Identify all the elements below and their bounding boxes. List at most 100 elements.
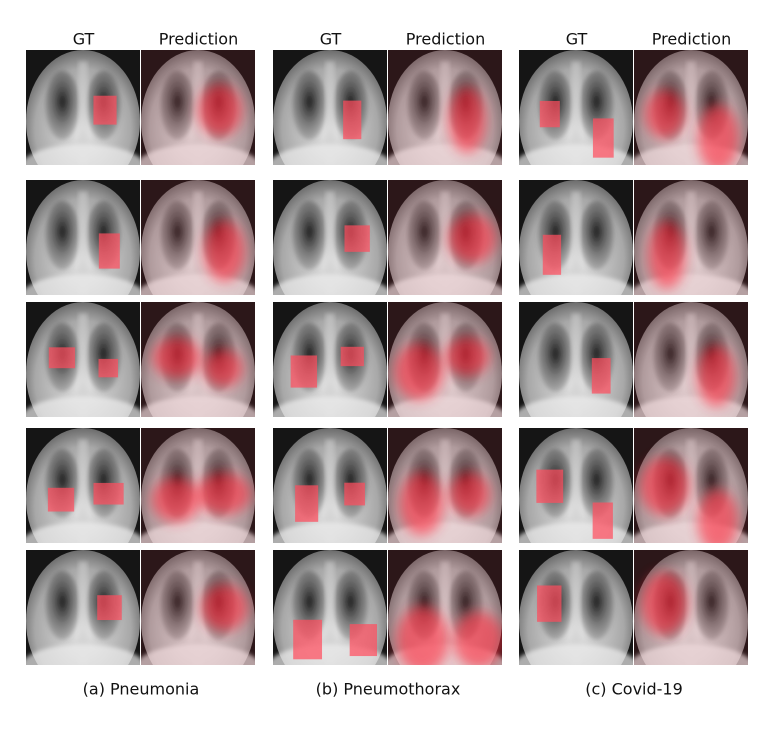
diaphragm bbox=[273, 274, 387, 295]
prediction-heat bbox=[197, 83, 243, 137]
prediction-heat bbox=[203, 220, 246, 282]
lung bbox=[45, 200, 80, 270]
gt-region bbox=[98, 358, 119, 378]
prediction-heat bbox=[151, 477, 201, 523]
prediction-heat bbox=[394, 343, 444, 401]
xray-image bbox=[519, 428, 633, 543]
gt-region bbox=[293, 619, 323, 660]
prediction-heat bbox=[152, 337, 202, 379]
spine bbox=[571, 191, 581, 295]
xray-image bbox=[519, 50, 633, 165]
xray-image bbox=[519, 550, 633, 665]
prediction-heat bbox=[648, 220, 686, 289]
diaphragm bbox=[388, 396, 502, 417]
diaphragm bbox=[26, 522, 140, 543]
diaphragm bbox=[26, 274, 140, 295]
prediction-heat bbox=[399, 471, 444, 536]
spine bbox=[78, 561, 88, 665]
diaphragm bbox=[26, 644, 140, 665]
gt-region bbox=[591, 358, 611, 394]
prediction-heat bbox=[201, 584, 248, 632]
spine bbox=[325, 61, 335, 165]
lung bbox=[694, 570, 729, 640]
lung bbox=[579, 200, 614, 270]
column-header: GT bbox=[73, 30, 95, 49]
diaphragm bbox=[519, 644, 633, 665]
spine bbox=[686, 191, 696, 295]
lung bbox=[333, 570, 368, 640]
gt-region bbox=[592, 502, 613, 539]
lung bbox=[45, 570, 80, 640]
diaphragm bbox=[141, 522, 255, 543]
gt-region bbox=[349, 624, 378, 657]
spine bbox=[325, 439, 335, 543]
xray-image bbox=[273, 50, 387, 165]
xray-image bbox=[26, 50, 140, 165]
lung bbox=[45, 70, 80, 140]
lung bbox=[160, 70, 195, 140]
spine bbox=[440, 439, 450, 543]
lung bbox=[538, 322, 573, 392]
spine bbox=[686, 61, 696, 165]
xray-image bbox=[388, 550, 502, 665]
panel-caption: (b) Pneumothorax bbox=[316, 680, 461, 699]
xray-image bbox=[388, 428, 502, 543]
xray-image bbox=[634, 50, 748, 165]
xray-image bbox=[388, 50, 502, 165]
diaphragm bbox=[141, 144, 255, 165]
diaphragm bbox=[634, 644, 748, 665]
column-header: GT bbox=[320, 30, 342, 49]
gt-region bbox=[592, 118, 614, 158]
prediction-heat bbox=[396, 605, 449, 665]
prediction-heat bbox=[644, 89, 685, 139]
xray-image bbox=[26, 302, 140, 417]
xray-image bbox=[519, 302, 633, 417]
gt-region bbox=[47, 487, 75, 512]
xray-image bbox=[26, 550, 140, 665]
xray-image bbox=[519, 180, 633, 295]
prediction-heat bbox=[640, 456, 690, 516]
lung bbox=[407, 70, 442, 140]
column-header: Prediction bbox=[406, 30, 485, 49]
spine bbox=[686, 439, 696, 543]
xray-image bbox=[141, 550, 255, 665]
xray-image bbox=[273, 550, 387, 665]
prediction-heat bbox=[448, 214, 496, 264]
diaphragm bbox=[141, 396, 255, 417]
prediction-heat bbox=[203, 349, 243, 387]
prediction-heat bbox=[697, 489, 738, 543]
prediction-heat bbox=[697, 344, 736, 407]
lung bbox=[160, 570, 195, 640]
gt-region bbox=[344, 225, 370, 252]
column-header: GT bbox=[566, 30, 588, 49]
gt-region bbox=[344, 482, 365, 506]
lung bbox=[579, 570, 614, 640]
prediction-heat bbox=[445, 336, 490, 376]
lung bbox=[160, 200, 195, 270]
spine bbox=[193, 561, 203, 665]
lung bbox=[292, 200, 327, 270]
gt-region bbox=[537, 585, 562, 622]
prediction-heat bbox=[196, 472, 251, 515]
xray-image bbox=[273, 302, 387, 417]
gt-region bbox=[542, 234, 562, 275]
diaphragm bbox=[273, 144, 387, 165]
xray-image bbox=[141, 302, 255, 417]
xray-image bbox=[634, 180, 748, 295]
spine bbox=[686, 561, 696, 665]
xray-image bbox=[273, 428, 387, 543]
spine bbox=[193, 191, 203, 295]
diaphragm bbox=[388, 274, 502, 295]
xray-image bbox=[634, 428, 748, 543]
spine bbox=[78, 61, 88, 165]
gt-region bbox=[295, 485, 319, 522]
spine bbox=[571, 313, 581, 417]
diaphragm bbox=[26, 144, 140, 165]
gt-region bbox=[539, 100, 560, 128]
xray-image bbox=[141, 50, 255, 165]
lung bbox=[407, 200, 442, 270]
spine bbox=[440, 191, 450, 295]
spine bbox=[440, 561, 450, 665]
xray-image bbox=[26, 428, 140, 543]
